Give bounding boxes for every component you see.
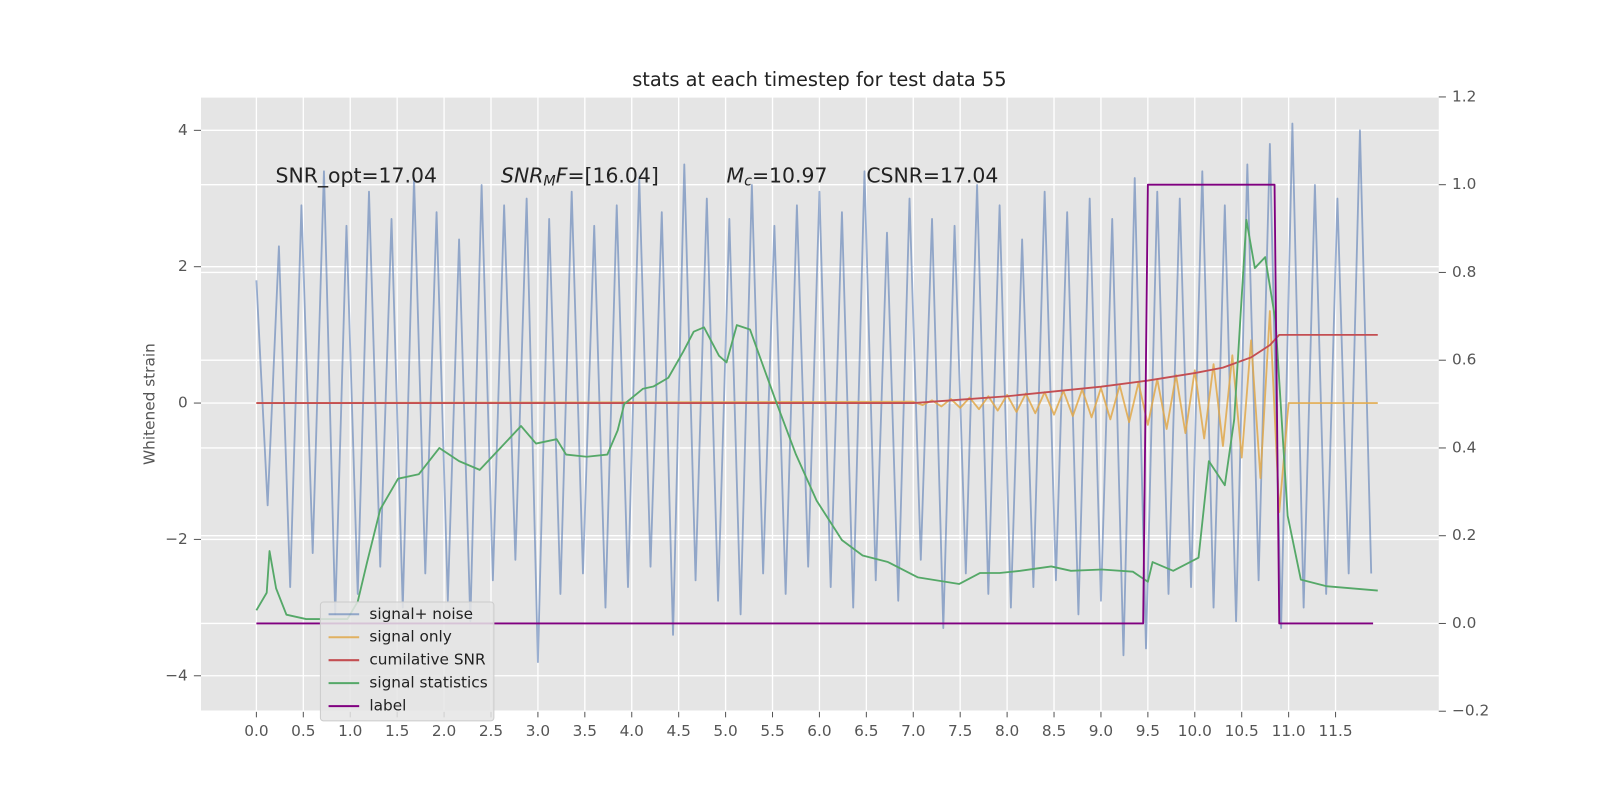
legend-label: signal only <box>369 628 451 646</box>
annotation: Mc=10.97 <box>727 164 828 190</box>
x-tick-label: 8.0 <box>995 722 1019 740</box>
x-tick-label: 1.5 <box>385 722 409 740</box>
x-tick-label: 4.0 <box>620 722 644 740</box>
annotation-part: CSNR=17.04 <box>866 164 998 188</box>
x-tick-label: 0.5 <box>291 722 315 740</box>
legend-label: signal statistics <box>369 674 487 692</box>
x-tick-label: 5.5 <box>760 722 784 740</box>
y-tick-label: −2 <box>165 530 188 548</box>
annotation-part: SNR <box>501 164 543 188</box>
legend-label: cumilative SNR <box>369 651 486 669</box>
x-tick-label: 7.5 <box>948 722 972 740</box>
annotation-part: SNR_opt=17.04 <box>276 164 437 189</box>
x-tick-label: 11.5 <box>1319 722 1353 740</box>
x-tick-label: 3.5 <box>573 722 597 740</box>
y-tick-label: −4 <box>165 666 188 684</box>
annotation-part: =[16.04] <box>567 164 658 188</box>
x-tick-label: 9.0 <box>1089 722 1113 740</box>
y2-tick-label: 1.0 <box>1452 175 1476 193</box>
x-tick-label: 6.0 <box>807 722 831 740</box>
annotation-part: F <box>556 164 568 188</box>
y-tick-label: 2 <box>178 257 188 275</box>
x-tick-label: 11.0 <box>1272 722 1306 740</box>
y2-tick-label: 0.6 <box>1452 351 1476 369</box>
y-tick-label: 4 <box>178 121 188 139</box>
annotation-part: =10.97 <box>752 164 827 188</box>
series-line <box>256 310 1378 514</box>
series-line <box>255 218 1378 621</box>
annotation: SNRMF=[16.04] <box>501 164 659 190</box>
legend-label: signal+ noise <box>369 605 473 623</box>
y-tick-label: 0 <box>178 394 188 412</box>
x-tick-label: 2.0 <box>432 722 456 740</box>
x-tick-label: 2.5 <box>479 722 503 740</box>
annotation: SNR_opt=17.04 <box>276 164 437 189</box>
y2-tick-label: −0.2 <box>1452 702 1489 720</box>
y2-tick-label: 0.2 <box>1452 526 1476 544</box>
x-tick-label: 5.0 <box>713 722 737 740</box>
x-tick-label: 10.0 <box>1178 722 1212 740</box>
y-axis-label: Whitened strain <box>141 343 159 465</box>
annotation: CSNR=17.04 <box>866 164 998 188</box>
x-tick-label: 9.5 <box>1136 722 1160 740</box>
series-line <box>256 183 1374 625</box>
x-tick-label: 10.5 <box>1225 722 1259 740</box>
x-tick-label: 8.5 <box>1042 722 1066 740</box>
x-tick-label: 6.5 <box>854 722 878 740</box>
chart-title: stats at each timestep for test data 55 <box>632 68 1006 91</box>
annotation-part: c <box>744 174 752 190</box>
series-line <box>256 333 1378 404</box>
y2-tick-label: 0.4 <box>1452 438 1476 456</box>
annotation-part: M <box>543 174 555 190</box>
legend-box <box>319 601 495 722</box>
series-line <box>255 122 1373 664</box>
x-tick-label: 3.0 <box>526 722 550 740</box>
x-tick-label: 4.5 <box>667 722 691 740</box>
y2-tick-label: 0.8 <box>1452 263 1476 281</box>
x-tick-label: 0.0 <box>244 722 268 740</box>
y2-tick-label: 1.2 <box>1452 87 1476 105</box>
annotation-part: M <box>727 164 745 188</box>
y2-tick-label: 0.0 <box>1452 614 1476 632</box>
legend-label: label <box>369 697 406 715</box>
x-tick-label: 1.0 <box>338 722 362 740</box>
x-tick-label: 7.0 <box>901 722 925 740</box>
